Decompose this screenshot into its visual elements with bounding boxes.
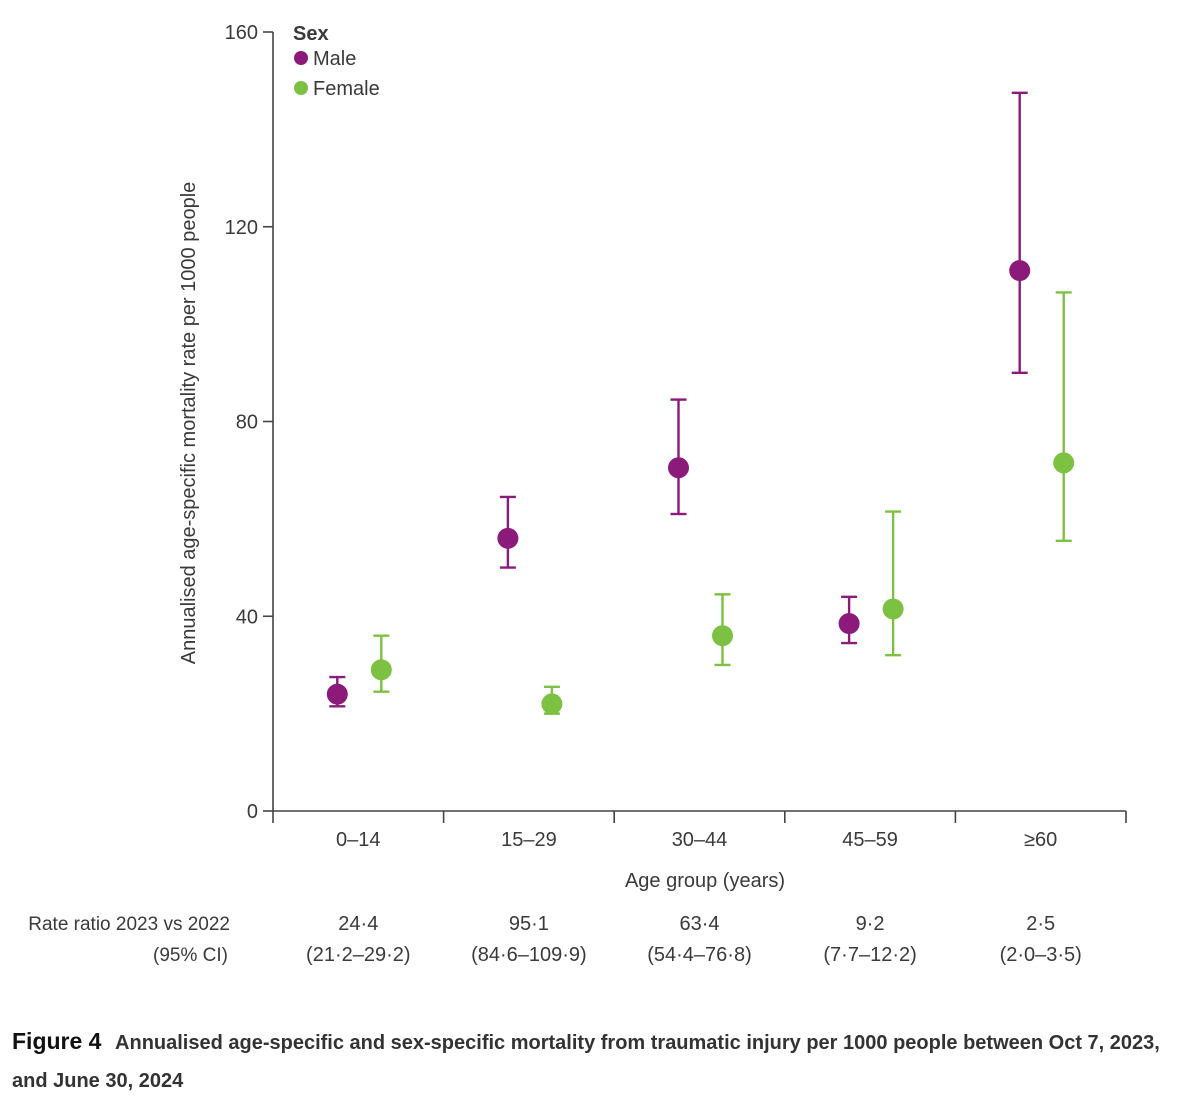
y-tick-label-40: 40 <box>236 606 258 628</box>
y-tick-label-160: 160 <box>225 22 258 44</box>
rate-ratio-ci-label: (95% CI) <box>153 945 228 966</box>
rate-ratio-values: 24·4 (21·2–29·2) 95·1 (84·6–109·9) 63·4 (54·4… <box>306 913 1082 966</box>
figure-caption-text: Annualised age-specific and sex-specific… <box>12 1032 1160 1092</box>
x-tick-label-3: 45–59 <box>842 829 898 851</box>
point-male-2 <box>668 457 689 479</box>
legend-male-label: Male <box>313 48 356 70</box>
figure-caption: Figure 4 Annualised age-specific and sex… <box>12 1022 1182 1100</box>
legend-male-marker <box>294 51 308 65</box>
point-female-2 <box>712 625 733 647</box>
legend-title: Sex <box>293 23 329 45</box>
rate-ratio-ci-3: (7·7–12·2) <box>823 944 916 966</box>
rate-ratio-ci-2: (54·4–76·8) <box>647 944 752 966</box>
legend-female-marker <box>294 81 308 95</box>
rate-ratio-value-0: 24·4 <box>338 913 378 935</box>
legend-female-label: Female <box>313 78 380 100</box>
error-bars <box>329 91 1072 715</box>
rate-ratio-value-4: 2·5 <box>1026 913 1055 935</box>
y-ticks: 0 40 80 120 160 <box>225 22 273 823</box>
figure-label: Figure 4 <box>12 1028 102 1054</box>
rate-ratio-value-1: 95·1 <box>509 913 549 935</box>
rate-ratio-table: Rate ratio 2023 vs 2022 (95% CI) 24·4 (21… <box>28 913 1082 966</box>
point-male-4 <box>1009 260 1031 282</box>
rate-ratio-value-3: 9·2 <box>856 913 885 935</box>
rate-ratio-label: Rate ratio 2023 vs 2022 <box>28 914 230 935</box>
rate-ratio-ci-0: (21·2–29·2) <box>306 944 411 966</box>
rate-ratio-value-2: 63·4 <box>679 913 719 935</box>
rate-ratio-ci-4: (2·0–3·5) <box>1000 944 1082 966</box>
point-male-1 <box>497 527 519 549</box>
x-axis-label: Age group (years) <box>625 870 785 892</box>
x-tick-label-0: 0–14 <box>336 829 381 851</box>
y-tick-label-80: 80 <box>236 412 258 434</box>
chart-figure: 0 40 80 120 160 0–14 15–29 30–44 45–59 ≥60 Annua… <box>28 22 1127 966</box>
point-male-3 <box>838 613 860 635</box>
x-tick-label-2: 30–44 <box>672 829 728 851</box>
legend: Sex Male Female <box>293 23 380 100</box>
x-tick-label-1: 15–29 <box>501 829 557 851</box>
x-tick-label-4: ≥60 <box>1024 829 1057 851</box>
data-points <box>326 260 1075 715</box>
y-tick-label-120: 120 <box>225 217 258 239</box>
rate-ratio-ci-1: (84·6–109·9) <box>471 944 587 966</box>
x-ticks: 0–14 15–29 30–44 45–59 ≥60 <box>272 811 1127 851</box>
point-female-3 <box>882 598 904 620</box>
point-female-4 <box>1053 452 1075 474</box>
point-female-0 <box>370 659 392 681</box>
point-male-0 <box>326 683 348 705</box>
y-tick-label-0: 0 <box>247 801 258 823</box>
point-female-1 <box>541 693 563 715</box>
y-axis-label: Annualised age-specific mortality rate p… <box>178 182 200 665</box>
